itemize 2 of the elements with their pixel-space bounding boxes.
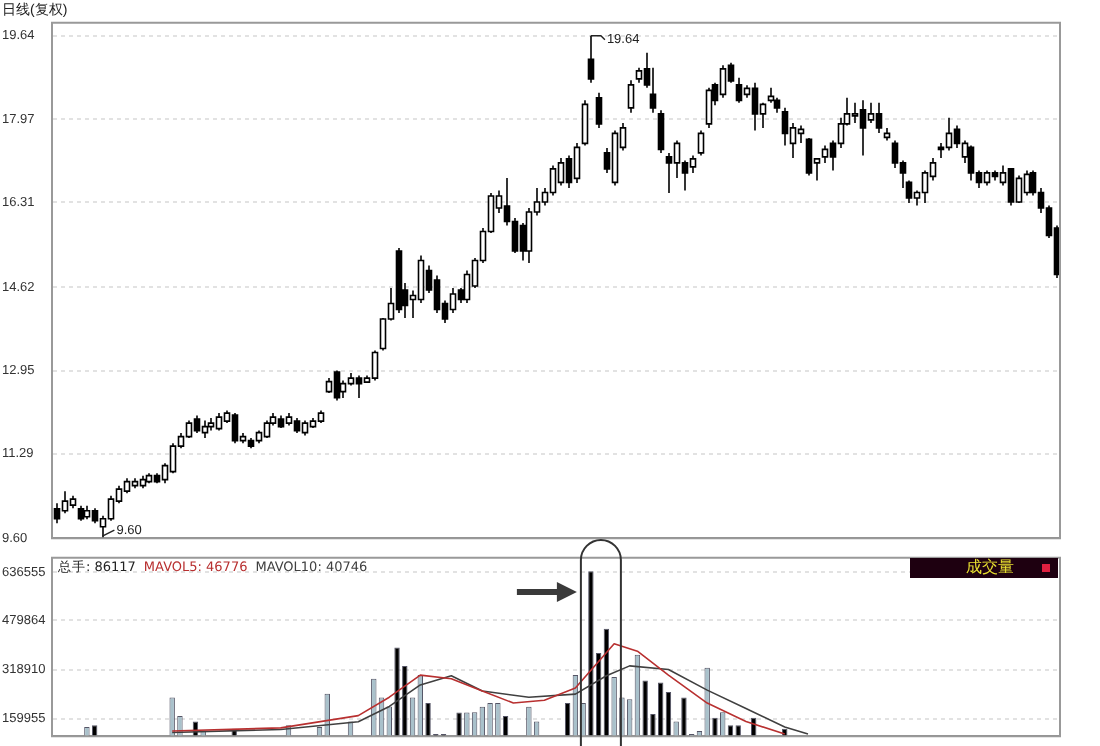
annotation: 成交量 xyxy=(966,557,1014,576)
panel-button: 成交量 xyxy=(910,557,1058,578)
